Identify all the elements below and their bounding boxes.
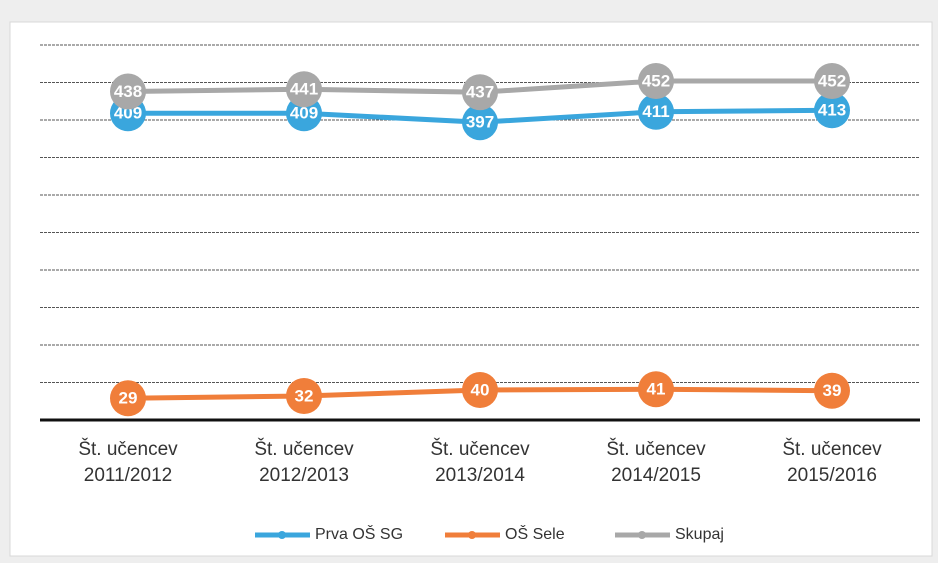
data-point [462, 104, 498, 141]
data-point [638, 371, 674, 408]
data-label: 452 [642, 71, 670, 90]
data-point [462, 372, 498, 408]
x-tick-label: Št. učencev 2015/2016 [782, 438, 882, 486]
data-label: 41 [647, 380, 666, 399]
data-point [638, 93, 674, 130]
legend-label: OŠ Sele [505, 524, 565, 543]
data-point [462, 74, 498, 111]
data-label: 39 [823, 381, 842, 400]
data-label: 32 [295, 386, 314, 405]
data-label: 438 [114, 82, 142, 101]
data-label: 409 [290, 104, 318, 123]
data-point [814, 92, 850, 129]
data-point [110, 380, 146, 417]
data-label: 397 [466, 113, 494, 132]
x-tick-label: Št. učencev 2014/2015 [606, 438, 706, 486]
data-label: 40 [471, 380, 490, 399]
data-point [110, 73, 146, 110]
data-point [638, 63, 674, 99]
legend-marker [638, 531, 646, 539]
data-point [814, 372, 850, 409]
legend-marker [278, 531, 286, 539]
data-label: 29 [119, 389, 138, 408]
data-point [286, 378, 322, 414]
legend-label: Prva OŠ SG [315, 524, 403, 543]
x-tick-label: Št. učencev 2012/2013 [254, 438, 354, 486]
data-label: 413 [818, 101, 846, 120]
data-point [286, 71, 322, 108]
data-label: 452 [818, 71, 846, 90]
x-tick-label: Št. učencev 2013/2014 [430, 438, 530, 486]
data-label: 411 [642, 102, 669, 121]
data-label: 437 [466, 83, 494, 102]
data-point [814, 63, 850, 99]
x-tick-label: Št. učencev 2011/2012 [78, 438, 178, 486]
data-label: 409 [114, 104, 142, 123]
legend-marker [468, 531, 476, 539]
data-label: 441 [290, 80, 318, 99]
legend-label: Skupaj [675, 526, 724, 543]
